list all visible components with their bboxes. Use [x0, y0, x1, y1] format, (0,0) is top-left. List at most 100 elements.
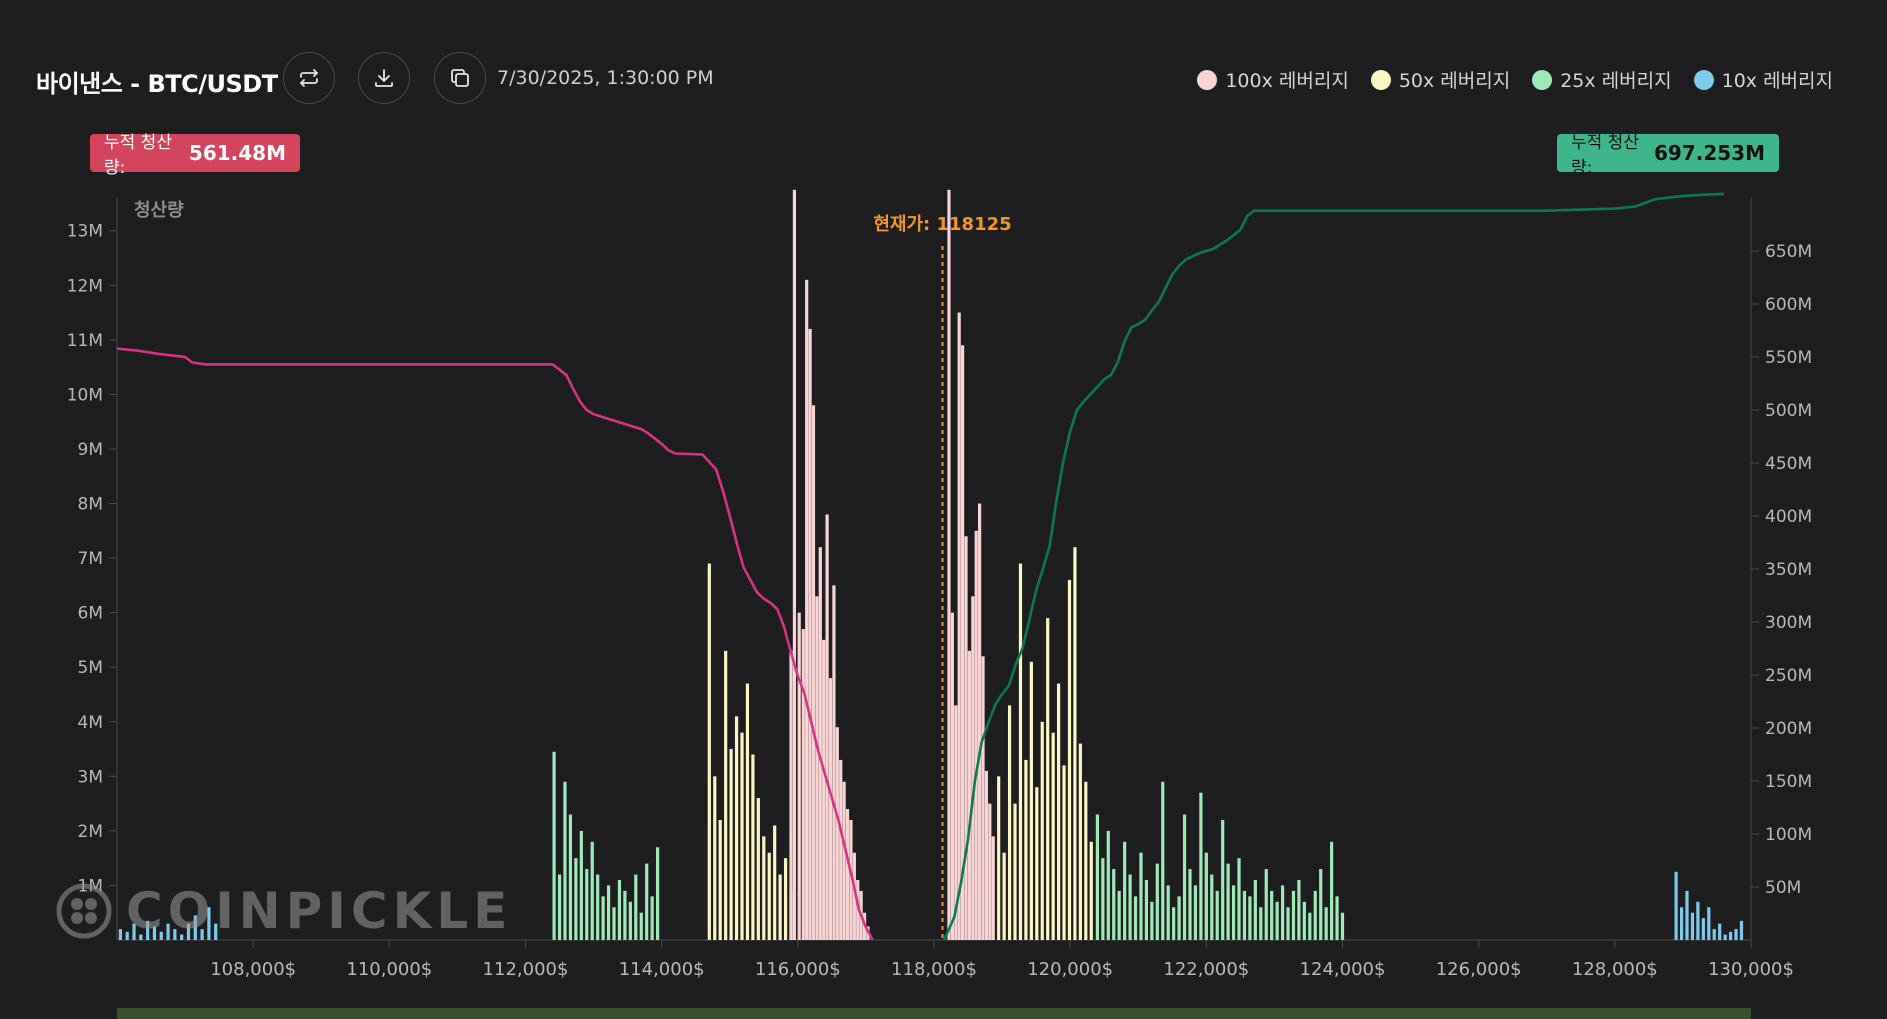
bar-10x: [152, 926, 157, 940]
timestamp: 7/30/2025, 1:30:00 PM: [497, 67, 714, 89]
range-scrollbar[interactable]: [117, 1008, 1751, 1019]
bar-25x: [552, 751, 556, 940]
bar-50x: [1073, 547, 1077, 940]
bar-10x: [186, 923, 191, 940]
bar-100x: [825, 514, 829, 940]
legend-item-50x[interactable]: 50x 레버리지: [1370, 66, 1510, 93]
copy-icon: [451, 69, 469, 87]
bar-100x: [805, 279, 809, 940]
cumulative-short-badge: 누적 청산량: 561.48M: [90, 133, 300, 178]
bar-25x: [1133, 896, 1138, 940]
bar-50x: [740, 732, 744, 940]
x-tick-label: 114,000$: [619, 959, 705, 980]
bar-100x: [957, 312, 961, 941]
bar-25x: [1139, 852, 1143, 940]
exchange-pair-title: 바이낸스 - BTC/USDT: [36, 70, 278, 98]
bar-25x: [1166, 885, 1170, 940]
download-button[interactable]: [358, 52, 410, 104]
copy-button[interactable]: [434, 52, 486, 104]
bar-10x: [1690, 912, 1695, 940]
bar-25x: [1144, 879, 1149, 940]
bar-25x: [1324, 907, 1328, 940]
bar-100x: [789, 650, 793, 940]
bar-50x: [1089, 841, 1093, 940]
bar-50x: [773, 825, 777, 940]
bar-10x: [1701, 918, 1705, 940]
bar-10x: [1674, 871, 1678, 940]
y-right-tick-label: 50M: [1765, 878, 1801, 898]
bar-25x: [1242, 890, 1247, 940]
bar-100x: [974, 530, 978, 940]
bar-50x: [1056, 683, 1061, 940]
legend-label: 25x 레버리지: [1560, 70, 1672, 92]
badge-label: 누적 청산량:: [1571, 133, 1639, 178]
y-left-tick-label: 10M: [67, 385, 103, 405]
bar-25x: [1335, 896, 1339, 940]
bar-25x: [1117, 890, 1121, 940]
bar-50x: [1013, 803, 1017, 940]
bar-100x: [832, 585, 836, 940]
y-left-tick-label: 3M: [78, 767, 103, 787]
bar-50x: [713, 776, 717, 940]
bar-25x: [557, 874, 562, 940]
bar-50x: [1035, 787, 1039, 940]
bar-100x: [815, 596, 819, 940]
legend-label: 100x 레버리지: [1225, 70, 1349, 92]
bar-100x: [842, 781, 846, 940]
swap-button[interactable]: [283, 52, 335, 104]
legend-dot-icon: [1370, 69, 1391, 90]
bar-10x: [1739, 920, 1744, 940]
bar-10x: [166, 923, 170, 940]
bar-25x: [1270, 890, 1274, 940]
y-right-tick-label: 300M: [1765, 613, 1812, 633]
bar-25x: [606, 885, 611, 940]
bar-100x: [947, 189, 951, 941]
y-left-tick-label: 5M: [78, 658, 103, 678]
badge-value: 561.48M: [188, 141, 286, 165]
cumulative-long-line: [943, 192, 1724, 941]
bar-10x: [1734, 929, 1738, 940]
legend-item-25x[interactable]: 25x 레버리지: [1532, 66, 1672, 93]
y-right-tick-label: 100M: [1765, 825, 1812, 845]
bar-50x: [724, 650, 728, 940]
y-left-tick-label: 12M: [67, 276, 103, 296]
legend-label: 10x 레버리지: [1721, 70, 1833, 92]
bar-50x: [1051, 732, 1055, 940]
bar-50x: [1024, 759, 1028, 940]
legend-dot-icon: [1197, 69, 1218, 90]
bar-25x: [568, 814, 573, 940]
bar-10x: [1685, 890, 1689, 940]
bar-50x: [1084, 781, 1088, 940]
y-right-tick-label: 500M: [1765, 401, 1812, 421]
bar-100x: [984, 770, 989, 940]
bar-25x: [563, 781, 567, 940]
x-tick-label: 122,000$: [1163, 959, 1249, 980]
bar-50x: [767, 852, 771, 940]
y-axis-title: 청산량: [134, 200, 184, 221]
bar-100x: [839, 759, 843, 940]
legend-item-100x[interactable]: 100x 레버리지: [1197, 66, 1349, 93]
bar-100x: [978, 503, 982, 940]
bar-25x: [612, 907, 616, 940]
bar-50x: [1078, 743, 1082, 940]
bar-25x: [1330, 841, 1334, 940]
bar-25x: [585, 869, 589, 940]
legend-dot-icon: [1532, 69, 1553, 90]
bar-25x: [1340, 912, 1345, 940]
bar-25x: [1291, 890, 1296, 940]
chart-legend: 100x 레버리지 50x 레버리지 25x 레버리지 10x 레버리지: [1197, 66, 1833, 93]
bar-25x: [1188, 869, 1192, 940]
bar-10x: [200, 929, 204, 940]
x-tick-label: 124,000$: [1300, 959, 1386, 980]
bar-10x: [118, 929, 123, 940]
y-right-tick-label: 650M: [1765, 242, 1812, 262]
y-right-tick-label: 600M: [1765, 295, 1812, 315]
legend-item-10x[interactable]: 10x 레버리지: [1693, 66, 1833, 93]
bar-10x: [1696, 901, 1700, 940]
y-right-tick-label: 450M: [1765, 454, 1812, 474]
y-right-tick-label: 400M: [1765, 507, 1812, 527]
bar-25x: [1193, 885, 1198, 940]
bar-100x: [852, 852, 856, 940]
bar-100x: [828, 678, 833, 940]
bar-100x: [822, 639, 826, 940]
